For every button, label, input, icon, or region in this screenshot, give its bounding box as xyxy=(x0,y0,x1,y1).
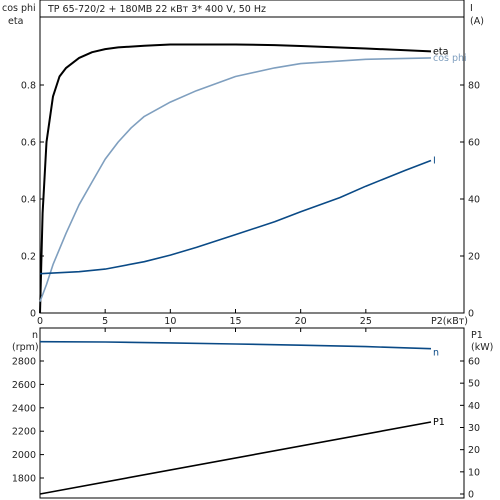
x-tick-label: 10 xyxy=(164,316,176,327)
series-line-p1 xyxy=(39,421,432,495)
top-right-axis-label-unit: (A) xyxy=(470,16,484,27)
y-left-tick-label: 2000 xyxy=(12,450,36,461)
y-left-tick-label: 1800 xyxy=(12,474,36,485)
bottom-panel-frame xyxy=(39,327,465,499)
series-label-n: n xyxy=(433,348,439,359)
y-right-tick-label: 0 xyxy=(468,490,474,500)
bottom-right-axis-label-p1: P1 xyxy=(471,330,483,341)
y-right-tick-label: 40 xyxy=(468,401,480,412)
x-tick-label: 15 xyxy=(229,316,241,327)
y-left-tick-label: 2800 xyxy=(12,357,36,368)
series-line-eta xyxy=(39,43,432,314)
bottom-right-axis-label-unit: (kW) xyxy=(471,342,493,353)
series-label-p1: P1 xyxy=(433,417,445,428)
y-right-tick-label: 30 xyxy=(468,423,480,434)
x-tick-label: 20 xyxy=(295,316,307,327)
y-right-tick-label: 20 xyxy=(468,252,480,263)
y-left-tick-label: 0.6 xyxy=(21,138,36,149)
x-tick-label: 25 xyxy=(360,316,372,327)
y-left-tick-label: 2400 xyxy=(12,403,36,414)
chart-title: TP 65-720/2 + 180MB 22 кВт 3* 400 V, 50 … xyxy=(47,4,266,15)
y-right-tick-label: 60 xyxy=(468,357,480,368)
y-right-tick-label: 80 xyxy=(468,81,480,92)
top-left-axis-label-eta: eta xyxy=(8,16,23,27)
y-right-tick-label: 0 xyxy=(468,309,474,320)
y-left-tick-label: 2200 xyxy=(12,427,36,438)
top-left-axis-label-cosphi: cos phi xyxy=(2,3,36,14)
y-right-tick-label: 40 xyxy=(468,195,480,206)
y-right-tick-label: 50 xyxy=(468,379,480,390)
series-label-eta: eta xyxy=(433,46,448,57)
y-right-tick-label: 60 xyxy=(468,138,480,149)
series-label-i: I xyxy=(433,156,436,167)
y-left-tick-label: 0 xyxy=(30,309,36,320)
series-label-cos-phi: cos phi xyxy=(433,53,467,64)
y-left-tick-label: 0.2 xyxy=(21,252,36,263)
x-tick-label: 5 xyxy=(102,316,108,327)
top-panel-frame xyxy=(39,16,465,314)
series-line-n xyxy=(39,340,432,350)
bottom-left-axis-label-n: n xyxy=(32,330,38,341)
y-left-tick-label: 2600 xyxy=(12,380,36,391)
top-x-axis-label: P2(кВт) xyxy=(431,316,468,327)
y-left-tick-label: 0.4 xyxy=(21,195,36,206)
series-line-i xyxy=(39,159,432,275)
x-tick-label: 0 xyxy=(37,316,43,327)
top-right-axis-label-i: I xyxy=(470,3,473,14)
y-left-tick-label: 0.8 xyxy=(21,81,36,92)
y-right-tick-label: 20 xyxy=(468,445,480,456)
series-line-cos-phi xyxy=(39,57,432,302)
bottom-left-axis-label-unit: (rpm) xyxy=(12,342,39,353)
y-right-tick-label: 10 xyxy=(468,467,480,478)
